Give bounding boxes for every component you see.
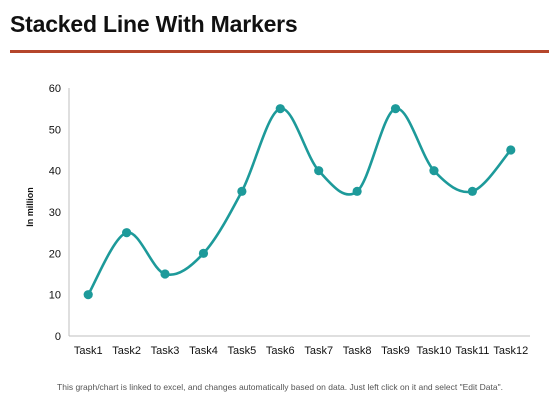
data-point-task11[interactable] [467,186,477,196]
y-tick-label: 20 [49,248,61,260]
footnote: This graph/chart is linked to excel, and… [57,382,503,392]
y-tick-label: 30 [49,207,61,219]
x-tick-label: Task1 [74,345,103,357]
data-point-task2[interactable] [122,228,132,238]
data-point-task3[interactable] [160,269,170,279]
x-tick-label: Task7 [304,345,333,357]
x-tick-label: Task8 [343,345,372,357]
y-tick-label: 60 [49,83,61,95]
data-point-task10[interactable] [429,166,439,176]
x-tick-label: Task3 [151,345,180,357]
y-tick-label: 0 [55,331,61,343]
x-tick-label: Task11 [455,345,489,357]
y-axis-ticks: 0 10 20 30 40 50 60 [49,83,61,343]
x-tick-label: Task10 [417,345,452,357]
x-tick-label: Task5 [228,345,257,357]
x-tick-label: Task6 [266,345,295,357]
y-axis-title: In million [25,187,35,227]
x-tick-label: Task4 [189,345,218,357]
title-underline [10,50,549,53]
data-point-task1[interactable] [83,290,93,300]
data-point-task7[interactable] [314,166,324,176]
y-tick-label: 10 [49,290,61,302]
series-layer [83,104,516,300]
x-tick-label: Task2 [112,345,141,357]
series-line[interactable] [87,107,512,296]
x-tick-label: Task9 [381,345,410,357]
data-point-task5[interactable] [237,186,247,196]
x-tick-label: Task12 [493,345,528,357]
data-point-task4[interactable] [198,248,209,258]
data-point-task6[interactable] [275,104,285,114]
y-tick-label: 50 [49,124,61,136]
data-point-task12[interactable] [506,145,516,155]
chart-axes [68,88,530,337]
data-point-task9[interactable] [390,104,401,114]
slide-title: Stacked Line With Markers [10,11,298,37]
data-point-task8[interactable] [352,186,362,196]
y-tick-label: 40 [49,166,61,178]
x-axis-ticks: Task1 Task2 Task3 Task4 Task5 Task6 Task7 Task8… [74,345,528,357]
